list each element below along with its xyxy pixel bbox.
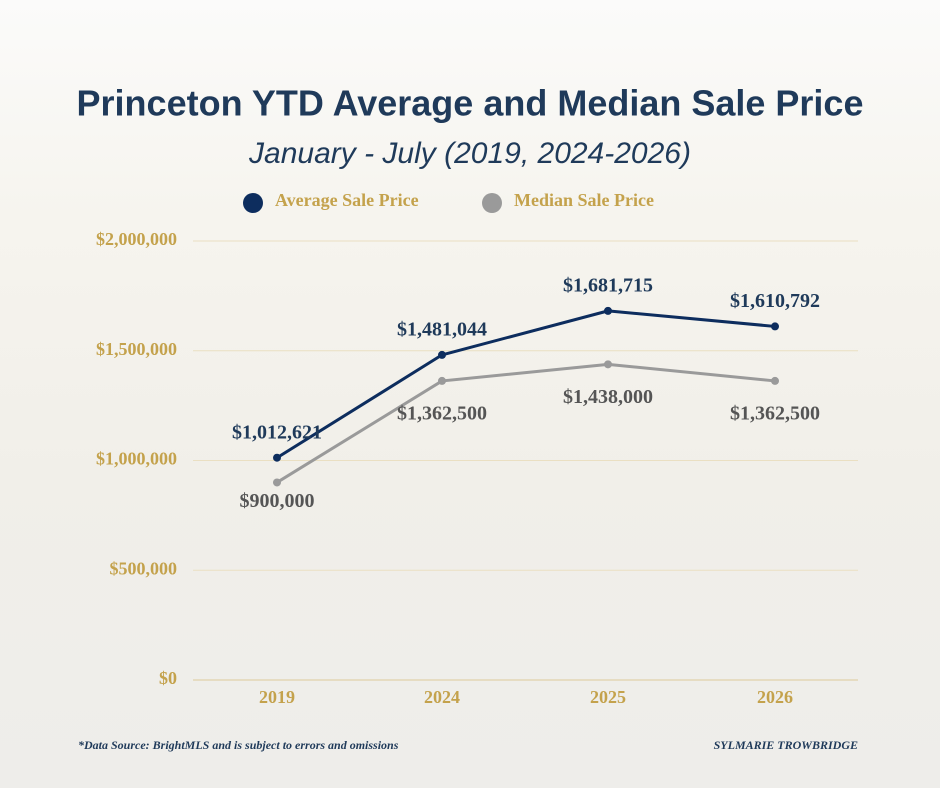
data-label: $900,000: [240, 490, 315, 512]
chart-subtitle: January - July (2019, 2024-2026): [248, 137, 691, 170]
data-label: $1,362,500: [730, 403, 820, 425]
data-point: [771, 376, 779, 385]
data-label: $1,362,500: [397, 403, 487, 425]
y-tick-label: $2,000,000: [96, 229, 177, 249]
series-line: [276, 362, 776, 484]
data-label: $1,012,621: [232, 421, 322, 443]
data-point: [438, 350, 446, 359]
source-note: *Data Source: BrightMLS and is subject t…: [78, 738, 399, 752]
data-label: $1,438,000: [563, 386, 653, 408]
legend-marker: [243, 193, 263, 213]
legend-label: Median Sale Price: [514, 190, 654, 210]
plot: $1,012,621 $1,481,044 $1,681,715 $1,610,792…: [232, 274, 820, 512]
credit: SYLMARIE TROWBRIDGE: [714, 738, 858, 752]
chart-title: Princeton YTD Average and Median Sale Pr…: [77, 83, 864, 124]
data-label: $1,681,715: [563, 274, 653, 296]
data-point: [273, 453, 281, 462]
data-point: [273, 478, 281, 487]
data-label: $1,481,044: [397, 319, 487, 341]
y-tick-label: $0: [159, 668, 177, 688]
legend: Average Sale Price Median Sale Price: [243, 190, 654, 213]
y-tick-label: $1,500,000: [96, 339, 177, 359]
data-point: [771, 322, 779, 331]
series-line: [276, 309, 776, 460]
legend-label: Average Sale Price: [275, 190, 419, 210]
data-point: [438, 376, 446, 385]
x-tick-label: 2025: [590, 687, 626, 707]
data-point: [604, 306, 612, 315]
legend-marker: [482, 193, 502, 213]
y-tick-label: $500,000: [110, 558, 178, 578]
x-tick-label: 2019: [259, 687, 295, 707]
x-tick-label: 2026: [757, 687, 793, 707]
data-label: $1,610,792: [730, 290, 820, 312]
grid: $0 $500,000 $1,000,000 $1,500,000 $2,000,000…: [96, 229, 858, 707]
data-point: [604, 360, 612, 369]
y-tick-label: $1,000,000: [96, 449, 177, 469]
x-tick-label: 2024: [424, 687, 460, 707]
